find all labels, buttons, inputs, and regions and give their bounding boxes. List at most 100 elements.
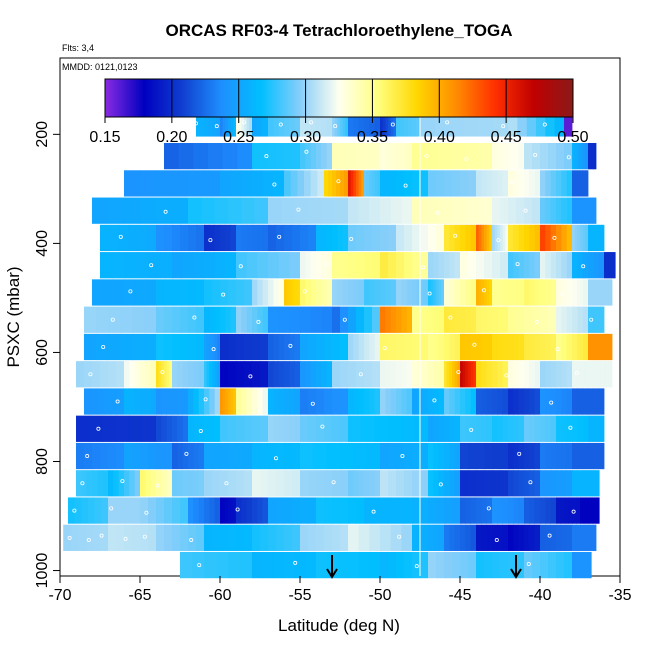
heat-cell bbox=[172, 197, 189, 224]
heat-cell bbox=[385, 279, 392, 306]
heat-cell bbox=[116, 361, 125, 388]
heat-cell bbox=[545, 524, 552, 551]
heat-cell bbox=[100, 442, 109, 470]
heat-cell bbox=[172, 497, 181, 524]
heat-cell bbox=[120, 306, 133, 333]
heat-cell bbox=[574, 224, 578, 252]
heat-cell bbox=[177, 415, 184, 442]
heat-cell bbox=[388, 497, 397, 524]
heat-cell bbox=[129, 361, 136, 388]
heat-cell bbox=[260, 333, 269, 361]
heat-cell bbox=[401, 361, 408, 388]
heat-cell bbox=[556, 333, 562, 361]
heat-cell bbox=[422, 279, 429, 306]
heat-cell bbox=[438, 333, 445, 361]
heat-cell bbox=[540, 170, 546, 197]
heat-cell bbox=[116, 442, 125, 470]
heat-cell bbox=[484, 224, 488, 252]
heatmap-bands bbox=[63, 110, 616, 579]
heat-cell bbox=[568, 497, 573, 524]
heat-cell bbox=[590, 143, 593, 170]
heat-cell bbox=[524, 306, 533, 333]
heat-cell bbox=[316, 224, 322, 252]
heat-cell bbox=[598, 306, 602, 333]
heat-cell bbox=[228, 415, 237, 442]
heat-cell bbox=[524, 224, 530, 252]
heat-cell bbox=[465, 524, 472, 551]
sample-marker bbox=[456, 370, 461, 375]
heat-cell bbox=[582, 306, 589, 333]
heat-cell bbox=[502, 170, 509, 197]
heat-cell bbox=[460, 333, 466, 361]
heat-cell bbox=[468, 361, 472, 388]
heat-cell bbox=[550, 442, 557, 470]
sample-marker bbox=[445, 120, 450, 125]
heat-cell bbox=[524, 442, 530, 470]
heat-cell bbox=[252, 470, 261, 497]
sample-marker bbox=[517, 451, 522, 456]
heat-cell bbox=[97, 470, 104, 497]
heat-cell bbox=[460, 497, 466, 524]
heat-cell bbox=[134, 361, 141, 388]
heat-cell bbox=[518, 143, 525, 170]
heat-cell bbox=[396, 497, 405, 524]
heat-cell bbox=[96, 333, 109, 361]
heat-cell bbox=[308, 224, 317, 252]
sample-marker bbox=[99, 533, 104, 538]
heat-cell bbox=[116, 415, 130, 442]
heat-cell bbox=[529, 442, 536, 470]
arrow-head bbox=[326, 568, 338, 579]
sample-marker bbox=[571, 509, 576, 514]
heat-cell bbox=[526, 110, 537, 137]
heat-cell bbox=[540, 470, 546, 497]
heat-cell bbox=[556, 470, 562, 497]
heat-cell bbox=[166, 415, 173, 442]
heat-cell bbox=[369, 524, 381, 551]
heat-cell bbox=[433, 306, 440, 333]
heat-cell bbox=[84, 388, 92, 415]
heat-cell bbox=[209, 361, 213, 388]
heat-cell bbox=[529, 497, 536, 524]
heat-cell bbox=[150, 361, 157, 388]
heat-cell bbox=[372, 252, 381, 279]
heat-cell bbox=[188, 197, 202, 224]
heat-cell bbox=[497, 306, 504, 333]
heat-cell bbox=[268, 333, 274, 361]
heat-cell bbox=[145, 388, 152, 415]
heat-cell bbox=[188, 470, 194, 497]
heat-cell bbox=[262, 279, 269, 306]
heat-cell bbox=[586, 497, 590, 524]
heat-cell bbox=[604, 252, 607, 279]
chart-title: ORCAS RF03-4 Tetrachloroethylene_TOGA bbox=[165, 21, 512, 40]
heat-cell bbox=[70, 524, 79, 551]
heat-cell bbox=[529, 361, 536, 388]
heat-cell bbox=[316, 110, 322, 137]
heat-cell bbox=[332, 524, 341, 551]
heat-cell bbox=[545, 361, 552, 388]
heat-cell bbox=[364, 470, 370, 497]
sample-marker bbox=[264, 154, 269, 159]
heat-cell bbox=[225, 224, 232, 252]
colorbar-tick-label: 0.15 bbox=[89, 129, 120, 146]
heat-cell bbox=[289, 415, 296, 442]
heat-cell bbox=[321, 306, 333, 333]
heat-cell bbox=[180, 279, 189, 306]
heat-cell bbox=[156, 497, 165, 524]
heat-cell bbox=[548, 551, 557, 579]
heat-cell bbox=[361, 415, 376, 442]
heat-cell bbox=[534, 252, 541, 279]
heat-cell bbox=[364, 110, 370, 137]
heat-cell bbox=[561, 470, 568, 497]
heat-cell bbox=[561, 415, 568, 442]
heat-cell bbox=[348, 170, 352, 197]
heat-cell bbox=[204, 279, 213, 306]
heat-cell bbox=[481, 333, 488, 361]
heat-cell bbox=[584, 197, 589, 224]
heat-cell bbox=[326, 143, 333, 170]
heat-cell bbox=[236, 388, 242, 415]
heat-cell bbox=[236, 524, 245, 551]
heat-cell bbox=[566, 197, 573, 224]
heat-cell bbox=[404, 252, 413, 279]
heat-cell bbox=[278, 279, 285, 306]
